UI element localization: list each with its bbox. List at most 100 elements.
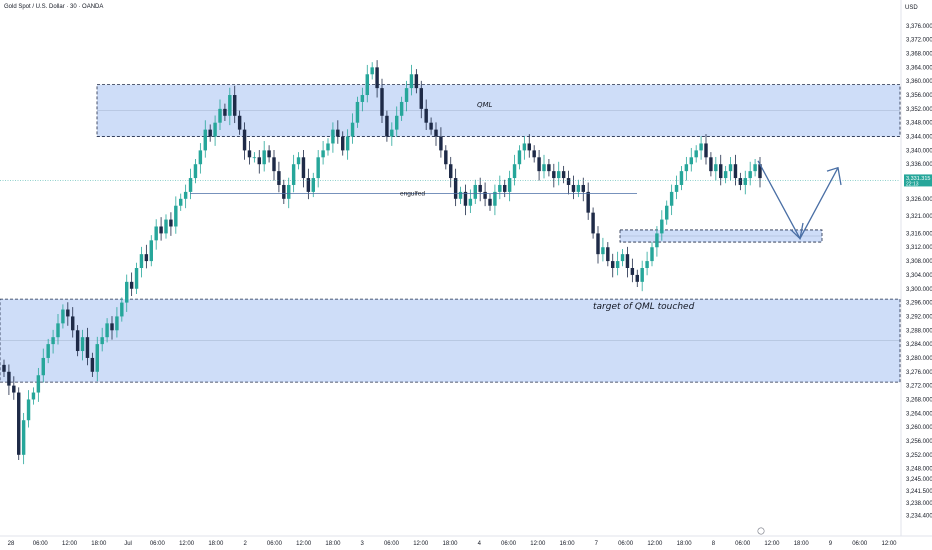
time-tick-label: 2: [243, 541, 247, 547]
candle-body: [80, 337, 85, 352]
candle-body: [31, 392, 36, 400]
candle-body: [566, 178, 571, 185]
candle-body: [704, 143, 708, 158]
candle-body: [7, 371, 11, 386]
candle-body: [223, 108, 227, 116]
price-tick-label: 3,300.000: [906, 287, 932, 293]
price-axis[interactable]: 3,376.000 3,372.000 3,368.000 3,364.000 3,36…: [900, 0, 932, 536]
drawings-layer: [0, 160, 900, 240]
time-tick-label: 12:00: [62, 541, 78, 547]
price-tick-label: 3,245.000: [906, 477, 932, 483]
candle-body: [129, 281, 134, 289]
candle-body: [674, 184, 679, 192]
candle-body: [341, 136, 345, 151]
time-tick-label: 18:00: [91, 541, 107, 547]
candle-body: [159, 226, 163, 234]
candle-body: [218, 108, 222, 123]
candle-body: [478, 184, 482, 192]
candle-body: [105, 323, 109, 338]
candle-body: [100, 337, 104, 345]
price-tick-label: 3,248.000: [906, 467, 932, 473]
time-tick-label: 06:00: [501, 541, 517, 547]
candle-body: [439, 136, 443, 151]
candle-body: [144, 254, 149, 262]
candle-body: [660, 219, 664, 234]
candle-body: [404, 88, 409, 102]
candle-body: [174, 205, 178, 227]
candle-body: [296, 157, 301, 165]
candle-body: [557, 171, 561, 179]
time-tick-label: 06:00: [735, 541, 751, 547]
price-tick-label: 3,326.000: [906, 197, 932, 203]
candle-body: [115, 316, 119, 331]
zone-1: [0, 298, 901, 383]
candle-body: [350, 122, 355, 137]
time-axis[interactable]: 28 06:00 12:00 18:00 Jul 06:00 12:00 18:00 2 06:0…: [0, 527, 932, 547]
candle-body: [282, 184, 286, 199]
candle-body: [714, 164, 718, 172]
time-tick-label: 16:00: [560, 541, 576, 547]
candle-body: [36, 375, 41, 393]
candle-body: [719, 164, 723, 179]
engulfed-label: engulfed: [400, 191, 425, 198]
candle-body: [503, 184, 507, 192]
candle-body: [449, 164, 453, 179]
price-tick-label: 3,276.000: [906, 370, 932, 376]
candle-body: [321, 150, 325, 158]
arrowhead-up: [826, 166, 842, 186]
price-tick-label: 3,288.000: [906, 328, 932, 334]
candle-body: [139, 254, 144, 268]
candle-body: [262, 150, 266, 165]
price-tick-label: 3,321.000: [906, 214, 932, 220]
candle-body: [733, 164, 738, 179]
candle-body: [640, 268, 644, 282]
candle-body: [620, 254, 625, 262]
price-tick-label: 3,238.000: [906, 501, 932, 507]
candle-body: [2, 364, 6, 372]
candle-body: [611, 261, 615, 268]
candle-body: [655, 233, 659, 248]
candle-body: [571, 184, 576, 192]
candle-body: [709, 157, 713, 172]
time-tick-label: 18:00: [794, 541, 810, 547]
candle-body: [542, 164, 546, 172]
candle-body: [203, 129, 207, 151]
candle-body: [758, 164, 762, 179]
candle-body: [61, 309, 65, 324]
candle-body: [85, 337, 90, 358]
candle-body: [301, 157, 306, 179]
candle-body: [390, 129, 394, 137]
candle-body: [287, 184, 291, 199]
time-tick-label: 3: [361, 541, 365, 547]
price-tick-label: 3,241.500: [906, 489, 932, 495]
candle-body: [419, 88, 423, 109]
time-tick-label: 06:00: [150, 541, 166, 547]
price-tick-label: 3,372.000: [906, 38, 932, 44]
candle-body: [586, 191, 590, 213]
zones-layer: [0, 84, 901, 383]
candle-body: [743, 178, 747, 185]
candle-body: [95, 344, 99, 372]
price-tick-label: 3,296.000: [906, 301, 932, 307]
candle-body: [355, 101, 360, 123]
candle-body: [748, 171, 752, 179]
time-tick-label: 28: [8, 541, 15, 547]
candle-body: [615, 261, 620, 268]
time-tick-label: 06:00: [852, 541, 868, 547]
candle-body: [336, 129, 340, 137]
price-tag-countdown: 22:13: [906, 181, 919, 187]
candle-body: [689, 157, 693, 165]
price-tick-label: 3,364.000: [906, 65, 932, 71]
price-tick-label: 3,360.000: [906, 79, 932, 85]
price-tick-label: 3,352.000: [906, 107, 932, 113]
time-tick-label: 06:00: [618, 541, 634, 547]
currency-label: USD: [905, 5, 918, 11]
candle-body: [645, 261, 649, 268]
candle-body: [738, 178, 743, 185]
price-tag-value: 3,331.315: [906, 176, 930, 182]
candle-body: [468, 198, 473, 206]
time-tick-label: 12:00: [647, 541, 663, 547]
candles-layer: [2, 60, 762, 465]
time-tick-label: 18:00: [677, 541, 693, 547]
